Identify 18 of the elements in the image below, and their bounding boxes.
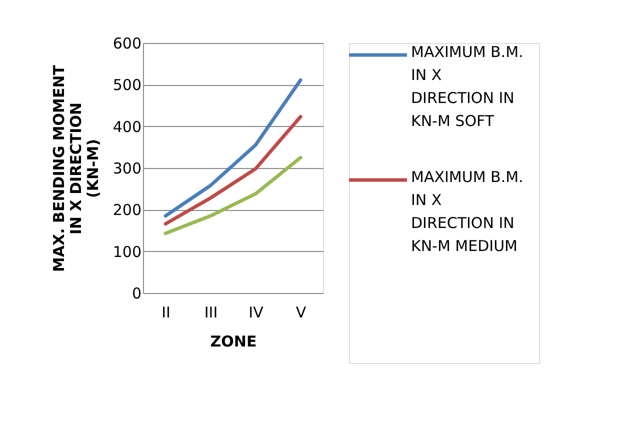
y-tick-label: 300 xyxy=(112,160,142,178)
line-series xyxy=(164,78,302,218)
y-tick-label: 600 xyxy=(112,34,142,52)
y-tick-label: 200 xyxy=(112,201,142,220)
x-axis-title: ZONE xyxy=(210,332,257,350)
legend-label: MAXIMUM B.M. IN X DIRECTION IN KN-M MEDIUM xyxy=(411,168,524,255)
y-tick-label: 400 xyxy=(112,118,142,136)
line-series xyxy=(164,115,302,226)
y-tick-label: 500 xyxy=(112,76,142,94)
x-tick-label: III xyxy=(204,304,218,322)
x-tick-label: II xyxy=(162,304,170,322)
y-tick-label: 100 xyxy=(112,242,142,261)
legend-label: MAXIMUM B.M. IN X DIRECTION IN KN-M SOFT xyxy=(411,43,524,130)
line-series xyxy=(164,156,302,236)
x-tick-label: IV xyxy=(248,304,264,322)
y-axis-title: MAX. BENDING MOMENT IN X DIRECTION (KN-M) xyxy=(50,64,102,272)
y-tick-label: 0 xyxy=(132,284,142,302)
x-tick-label: V xyxy=(296,304,307,322)
